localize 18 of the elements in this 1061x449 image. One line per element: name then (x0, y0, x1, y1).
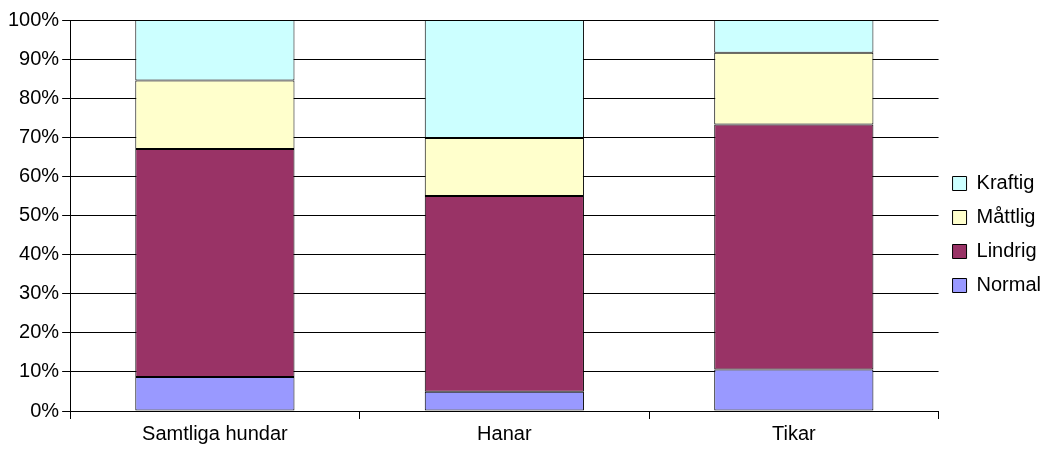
legend-label: Lindrig (976, 239, 1037, 262)
y-tick-label: 40% (19, 242, 60, 265)
x-tick-label: Tikar (771, 421, 816, 444)
y-tick-label: 10% (19, 359, 60, 382)
y-tick-label: 100% (8, 7, 60, 30)
y-tick-label: 70% (19, 124, 60, 147)
x-tick-label: Samtliga hundar (142, 421, 289, 444)
y-tick-label: 80% (19, 85, 60, 108)
legend-label: Normal (976, 273, 1041, 296)
legend-label: Måttlig (976, 205, 1036, 228)
y-tick-label: 50% (19, 203, 60, 226)
x-tick-label: Hanar (477, 421, 532, 444)
y-tick-label: 20% (19, 320, 60, 343)
y-tick-label: 90% (19, 46, 60, 69)
legend-label: Kraftig (976, 171, 1035, 194)
y-tick-label: 60% (19, 163, 60, 186)
y-tick-label: 0% (30, 398, 60, 421)
y-tick-label: 30% (19, 281, 60, 304)
